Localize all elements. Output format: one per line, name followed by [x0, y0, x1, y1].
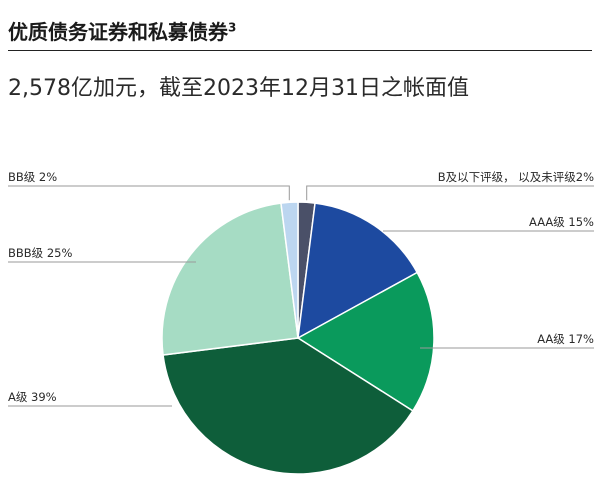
pie-slices: [161, 201, 435, 475]
slice-label-b-and-below: B及以下评级， 以及未评级2%: [438, 170, 594, 184]
slice-label-aa: AA级 17%: [537, 332, 594, 346]
leader-line-bb: [8, 185, 290, 201]
pie-slice-aa: [296, 271, 435, 412]
slice-labels: B及以下评级， 以及未评级2% AAA级 15% AA级 17% A级 39% BBB级…: [8, 170, 594, 404]
slice-label-a: A级 39%: [8, 390, 57, 404]
leader-lines: [8, 185, 594, 407]
slice-label-aaa: AAA级 15%: [529, 215, 594, 229]
pie-slice-aaa: [297, 202, 419, 340]
slice-label-bb: BB级 2%: [8, 170, 57, 184]
title-divider: [8, 50, 592, 51]
page-title-text: 优质债务证券和私募债券: [8, 20, 228, 44]
pie-slice-a: [162, 337, 414, 475]
page-title: 优质债务证券和私募债券3: [8, 16, 236, 45]
leader-line-b-and-below: [306, 185, 594, 201]
pie-slice-bb: [280, 201, 299, 339]
page-subtitle: 2,578亿加元，截至2023年12月31日之帐面值: [8, 76, 469, 101]
footnote-marker: 3: [228, 20, 237, 35]
slice-label-bbb: BBB级 25%: [8, 246, 72, 260]
pie-slice-bbb: [161, 202, 299, 356]
